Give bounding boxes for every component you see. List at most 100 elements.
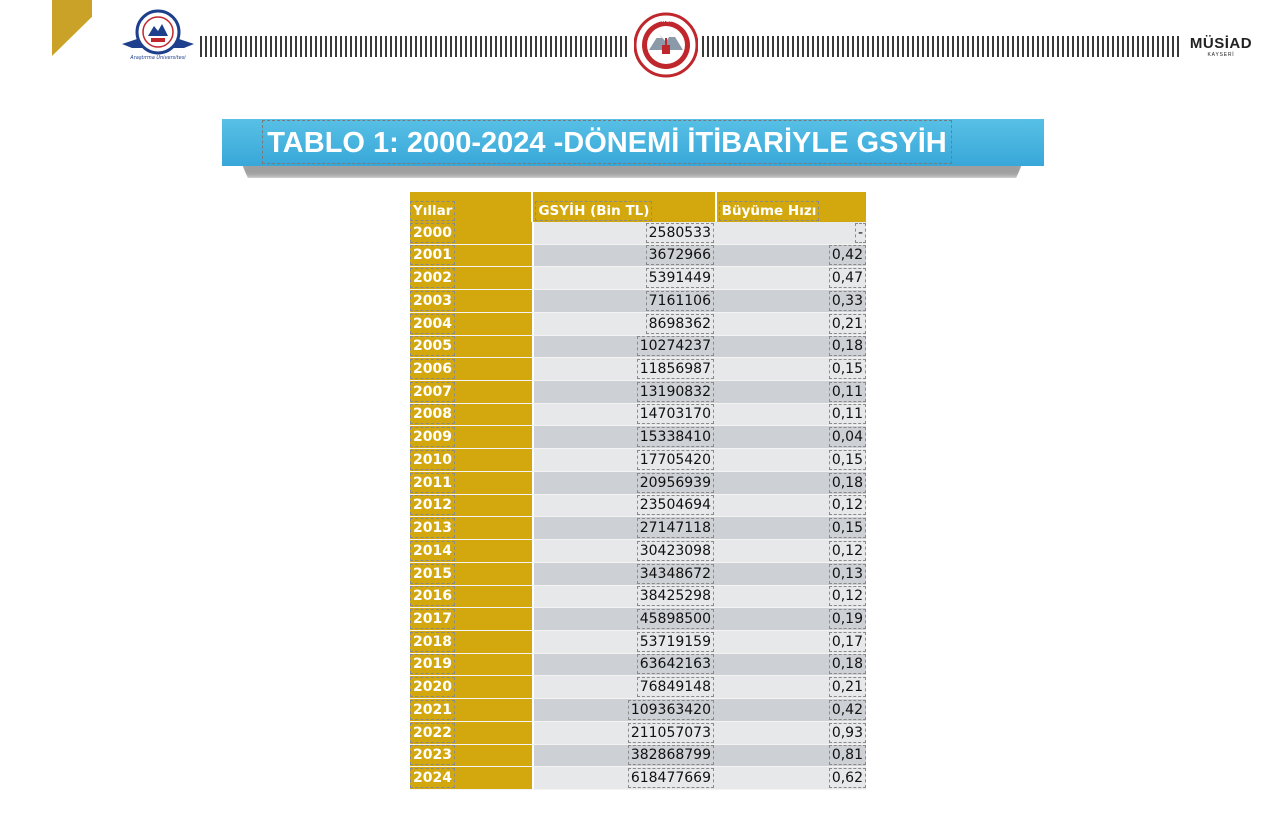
growth-cell: 0,04 [716, 426, 866, 449]
growth-cell: 0,42 [716, 699, 866, 721]
growth-cell: 0,12 [716, 540, 866, 562]
header-stripe-left [200, 36, 630, 57]
growth-value: 0,18 [828, 654, 866, 675]
table-row: 2010 17705420 0,15 [410, 449, 866, 472]
gdp-value: 5391449 [645, 268, 714, 289]
year-value: 2004 [410, 313, 455, 334]
growth-value: 0,04 [828, 427, 866, 448]
musiad-brand-text: MÜSİAD [1189, 35, 1253, 52]
year-cell: 2022 [410, 721, 532, 744]
gdp-value: 76849148 [636, 677, 714, 698]
growth-cell: 0,18 [716, 335, 866, 358]
year-value: 2014 [410, 540, 455, 561]
gdp-cell: 23504694 [534, 494, 716, 517]
gdp-cell: 7161106 [534, 290, 716, 312]
table-row: 2017 45898500 0,19 [410, 608, 866, 631]
gdp-table: Yıllar GSYİH (Bin TL) Büyüme Hızı 2000 25… [410, 192, 867, 790]
year-cell: 2015 [410, 562, 532, 585]
year-cell: 2013 [410, 517, 532, 540]
year-value: 2021 [410, 699, 455, 720]
year-value: 2006 [410, 359, 455, 380]
table-row: 2014 30423098 0,12 [410, 540, 866, 563]
table-row: 2019 63642163 0,18 [410, 653, 866, 677]
table-row: 2007 13190832 0,11 [410, 381, 866, 404]
table-body: 2000 2580533 - 2001 3672966 0,42 2002 5391449 0,… [410, 222, 866, 790]
gdp-value: 30423098 [636, 540, 714, 561]
gdp-value: 15338410 [636, 427, 714, 448]
year-cell: 2017 [410, 608, 532, 630]
year-cell: 2003 [410, 290, 532, 312]
table-row: 2002 5391449 0,47 [410, 267, 866, 291]
growth-cell: 0,21 [716, 312, 866, 335]
header-cell-year: Yıllar [410, 192, 532, 222]
gdp-cell: 30423098 [534, 540, 716, 562]
year-value: 2020 [410, 677, 455, 698]
growth-value: 0,62 [828, 767, 866, 788]
growth-cell: 0,18 [716, 471, 866, 494]
year-cell: 2016 [410, 585, 532, 608]
growth-value: 0,13 [828, 563, 866, 584]
gdp-value: 27147118 [636, 518, 714, 539]
table-row: 2020 76849148 0,21 [410, 676, 866, 700]
growth-cell: - [716, 222, 866, 244]
gdp-value: 8698362 [645, 313, 714, 334]
year-cell: 2020 [410, 676, 532, 699]
table-row: 2006 11856987 0,15 [410, 358, 866, 382]
year-cell: 2023 [410, 744, 532, 767]
year-value: 2010 [410, 449, 455, 470]
musiad-logo: MÜSİAD KAYSERİ [1186, 36, 1256, 60]
year-value: 2007 [410, 381, 455, 402]
year-cell: 2011 [410, 471, 532, 494]
year-cell: 2000 [410, 222, 532, 244]
gdp-cell: 2580533 [534, 222, 716, 244]
year-cell: 2021 [410, 699, 532, 721]
gdp-cell: 63642163 [534, 653, 716, 676]
growth-cell: 0,21 [716, 676, 866, 699]
gdp-cell: 45898500 [534, 608, 716, 630]
year-value: 2015 [410, 563, 455, 584]
growth-value: 0,11 [828, 404, 866, 425]
gdp-cell: 13190832 [534, 381, 716, 403]
header-stripe-right [702, 36, 1182, 57]
gdp-value: 14703170 [636, 404, 714, 425]
year-cell: 2006 [410, 358, 532, 381]
gdp-cell: 34348672 [534, 562, 716, 585]
gdp-cell: 76849148 [534, 676, 716, 699]
gdp-cell: 17705420 [534, 449, 716, 471]
musiad-city-text: KAYSERİ [1207, 52, 1235, 58]
growth-cell: 0,81 [716, 744, 866, 767]
erciyes-university-logo: Araştırma Üniversitesi [122, 9, 194, 61]
growth-value: 0,15 [828, 449, 866, 470]
gdp-value: 7161106 [645, 290, 714, 311]
table-row: 2012 23504694 0,12 [410, 494, 866, 518]
kayseri-governorship-logo: T.C. [634, 12, 698, 78]
year-value: 2002 [410, 268, 455, 289]
gdp-cell: 618477669 [534, 767, 716, 789]
gdp-cell: 27147118 [534, 517, 716, 540]
gdp-value: 11856987 [636, 359, 714, 380]
year-value: 2022 [410, 722, 455, 743]
growth-value: - [854, 222, 866, 243]
gdp-cell: 53719159 [534, 630, 716, 653]
gdp-cell: 3672966 [534, 244, 716, 267]
gdp-cell: 382868799 [534, 744, 716, 767]
table-row: 2021 109363420 0,42 [410, 699, 866, 722]
gdp-value: 34348672 [636, 563, 714, 584]
gdp-value: 13190832 [636, 381, 714, 402]
year-value: 2005 [410, 336, 455, 357]
table-row: 2001 3672966 0,42 [410, 244, 866, 268]
year-value: 2003 [410, 290, 455, 311]
year-cell: 2014 [410, 540, 532, 562]
table-row: 2003 7161106 0,33 [410, 290, 866, 313]
gdp-value: 38425298 [636, 586, 714, 607]
growth-cell: 0,17 [716, 630, 866, 653]
table-row: 2009 15338410 0,04 [410, 426, 866, 450]
year-value: 2019 [410, 654, 455, 675]
growth-cell: 0,33 [716, 290, 866, 312]
year-value: 2000 [410, 222, 455, 243]
svg-text:T.C.: T.C. [661, 18, 671, 24]
growth-value: 0,42 [828, 699, 866, 720]
svg-text:Araştırma Üniversitesi: Araştırma Üniversitesi [129, 54, 186, 61]
gdp-value: 17705420 [636, 449, 714, 470]
column-header-growth: Büyüme Hızı [718, 201, 820, 221]
